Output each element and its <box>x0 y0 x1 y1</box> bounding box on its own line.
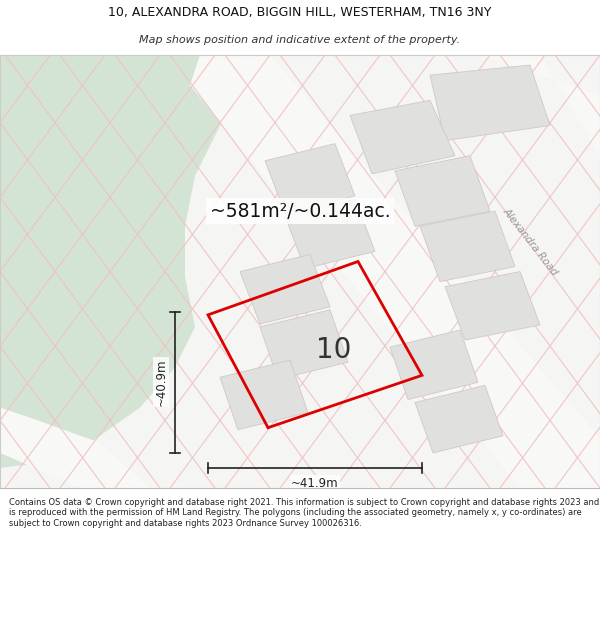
Polygon shape <box>240 254 330 324</box>
Text: Contains OS data © Crown copyright and database right 2021. This information is : Contains OS data © Crown copyright and d… <box>9 498 599 528</box>
Polygon shape <box>420 211 515 282</box>
Text: Alexandra Road: Alexandra Road <box>500 206 559 277</box>
Text: 10, ALEXANDRA ROAD, BIGGIN HILL, WESTERHAM, TN16 3NY: 10, ALEXANDRA ROAD, BIGGIN HILL, WESTERH… <box>109 6 491 19</box>
Polygon shape <box>390 330 478 399</box>
Polygon shape <box>190 55 600 488</box>
Text: ~41.9m: ~41.9m <box>291 477 339 489</box>
Text: ~40.9m: ~40.9m <box>155 359 167 406</box>
Polygon shape <box>220 360 308 430</box>
Polygon shape <box>480 55 600 156</box>
Polygon shape <box>395 156 490 226</box>
Polygon shape <box>430 65 550 141</box>
Text: 10: 10 <box>316 336 352 364</box>
Polygon shape <box>0 55 270 468</box>
Polygon shape <box>350 101 455 174</box>
Polygon shape <box>0 408 150 488</box>
Text: Map shows position and indicative extent of the property.: Map shows position and indicative extent… <box>139 34 461 44</box>
Polygon shape <box>265 144 355 213</box>
Polygon shape <box>445 271 540 340</box>
Polygon shape <box>285 199 375 269</box>
Text: ~581m²/~0.144ac.: ~581m²/~0.144ac. <box>209 202 391 221</box>
Polygon shape <box>415 386 503 453</box>
Polygon shape <box>260 310 348 379</box>
